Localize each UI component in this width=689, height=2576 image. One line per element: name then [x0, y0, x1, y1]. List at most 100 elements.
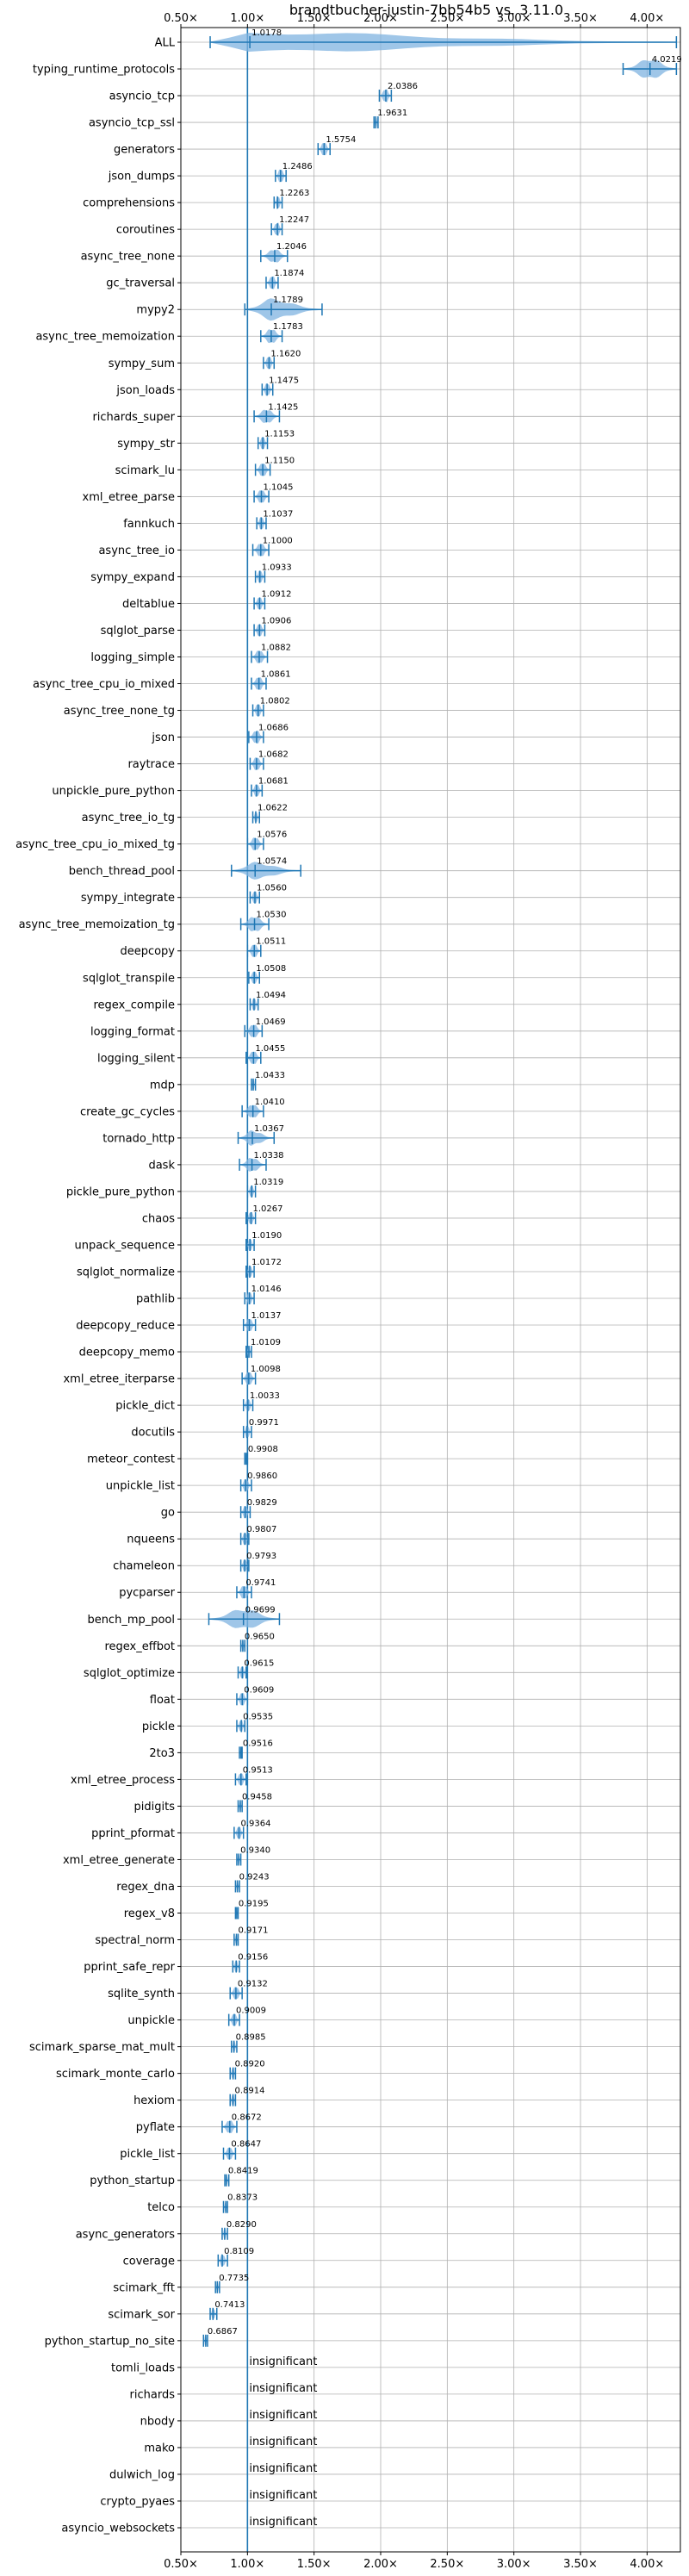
value-label: 0.8985: [236, 2033, 266, 2043]
violin: 1.0682: [249, 750, 289, 770]
violin: 1.0912: [253, 589, 291, 610]
benchmark-label: unpickle_list: [106, 1480, 175, 1493]
value-label: 0.9195: [239, 1900, 269, 1909]
benchmark-label: sympy_sum: [109, 358, 175, 370]
benchmark-label: pidigits: [134, 1801, 176, 1814]
violin: 0.9364: [233, 1819, 270, 1839]
violin: 0.8419: [224, 2167, 258, 2187]
benchmark-label: generators: [114, 144, 175, 157]
value-label: 0.9650: [245, 1632, 275, 1641]
violin: 0.9132: [229, 1980, 268, 2000]
benchmark-label: pprint_safe_repr: [84, 1961, 175, 1974]
value-label: 0.9009: [236, 2007, 266, 2016]
benchmark-label: pycparser: [119, 1587, 175, 1600]
violin: 1.0455: [245, 1044, 285, 1064]
violin: 1.1620: [263, 349, 301, 370]
benchmark-label: python_startup: [90, 2175, 175, 2187]
benchmark-label: richards_super: [92, 411, 175, 424]
benchmark-label: bench_mp_pool: [87, 1614, 175, 1627]
benchmark-label: dask: [148, 1159, 175, 1172]
violin: 1.2263: [273, 189, 309, 210]
violin: 0.9009: [227, 2007, 266, 2026]
value-label: 1.2263: [279, 189, 309, 198]
value-label: 1.5754: [326, 135, 356, 145]
violin: 0.9699: [208, 1605, 281, 1628]
value-label: 1.0494: [256, 991, 286, 1000]
violin: 1.2486: [275, 162, 313, 183]
benchmark-label: pickle_dict: [115, 1400, 175, 1413]
violin: 0.9458: [237, 1792, 272, 1813]
value-label: 1.0912: [261, 589, 291, 599]
benchmark-label: regex_dna: [116, 1881, 175, 1894]
insignificant-label: insignificant: [249, 2355, 317, 2368]
violin: 1.0469: [244, 1017, 286, 1037]
chart-title: brandtbucher-justin-7bb54b5 vs. 3.11.0: [289, 2, 563, 18]
benchmark-label: scimark_sparse_mat_mult: [29, 2041, 175, 2054]
value-label: 1.0338: [254, 1151, 284, 1160]
violin: 1.0433: [251, 1071, 285, 1091]
value-label: 0.9535: [243, 1712, 273, 1721]
value-label: 1.0682: [258, 750, 289, 760]
value-label: 1.0267: [252, 1204, 282, 1214]
benchmark-label: richards: [130, 2388, 176, 2401]
benchmark-label: async_tree_cpu_io_mixed_tg: [16, 838, 175, 851]
value-label: 1.0861: [261, 670, 291, 680]
violin: 0.7413: [209, 2300, 245, 2321]
violin: 0.8373: [222, 2193, 258, 2213]
benchmark-label: xml_etree_iterparse: [63, 1373, 175, 1386]
benchmark-label: mdp: [150, 1079, 175, 1092]
value-label: 1.9631: [377, 109, 407, 118]
value-label: 1.2247: [279, 215, 309, 225]
insignificant-label: insignificant: [249, 2489, 317, 2502]
benchmark-label: logging_silent: [97, 1052, 175, 1065]
benchmark-label: mypy2: [136, 304, 175, 317]
benchmark-label: deepcopy: [120, 945, 175, 958]
violin: 1.0109: [245, 1338, 281, 1359]
benchmark-label: logging_format: [90, 1025, 175, 1038]
value-label: 0.8920: [235, 2060, 265, 2069]
benchmark-label: sqlglot_normalize: [77, 1266, 175, 1279]
benchmark-label: coroutines: [116, 224, 175, 237]
violin: 1.9631: [373, 109, 407, 129]
benchmark-label: scimark_fft: [113, 2281, 175, 2294]
benchmark-label: async_generators: [76, 2228, 176, 2241]
violin: 1.0681: [251, 777, 289, 797]
violin: 0.9195: [234, 1900, 269, 1920]
x-tick-label-bottom: 3.00×: [497, 2558, 531, 2571]
benchmark-label: meteor_contest: [87, 1453, 175, 1466]
value-label: 1.0433: [255, 1071, 285, 1080]
value-label: 0.9243: [239, 1872, 270, 1882]
benchmark-label: sympy_integrate: [81, 892, 175, 905]
plot-frame: [180, 27, 681, 2553]
value-label: 1.0686: [258, 724, 289, 733]
violin: 0.8109: [217, 2247, 254, 2268]
insignificant-label: insignificant: [249, 2382, 317, 2395]
benchmark-label: mako: [144, 2442, 175, 2455]
benchmark-label: logging_simple: [90, 651, 175, 664]
benchmark-label: python_startup_no_site: [45, 2335, 175, 2348]
violin: 1.2247: [270, 215, 309, 237]
value-label: 1.0178: [251, 28, 282, 38]
value-label: 1.0574: [257, 857, 287, 867]
benchmark-label: regex_v8: [124, 1907, 175, 1920]
x-tick-label-bottom: 4.00×: [630, 2558, 664, 2571]
benchmark-label: deepcopy_memo: [79, 1347, 175, 1360]
value-label: 0.8419: [228, 2167, 258, 2176]
value-label: 0.9458: [242, 1792, 272, 1801]
value-label: 1.1783: [273, 322, 303, 332]
value-label: 0.9132: [238, 1980, 268, 1989]
value-label: 1.2046: [276, 242, 307, 252]
value-label: 0.9860: [247, 1472, 277, 1481]
violin: 1.0576: [246, 831, 287, 850]
benchmark-label: chaos: [142, 1212, 175, 1225]
violin: 1.0574: [231, 857, 301, 880]
benchmark-label: sympy_expand: [90, 571, 175, 584]
value-label: 0.9908: [248, 1445, 278, 1454]
violin: 0.8914: [229, 2087, 265, 2106]
benchmark-label: sqlglot_transpile: [83, 972, 175, 985]
benchmark-label: pickle_pure_python: [66, 1185, 175, 1198]
value-label: 1.1789: [273, 296, 303, 305]
violin: 0.9513: [234, 1765, 273, 1786]
value-label: 1.0802: [260, 697, 290, 706]
